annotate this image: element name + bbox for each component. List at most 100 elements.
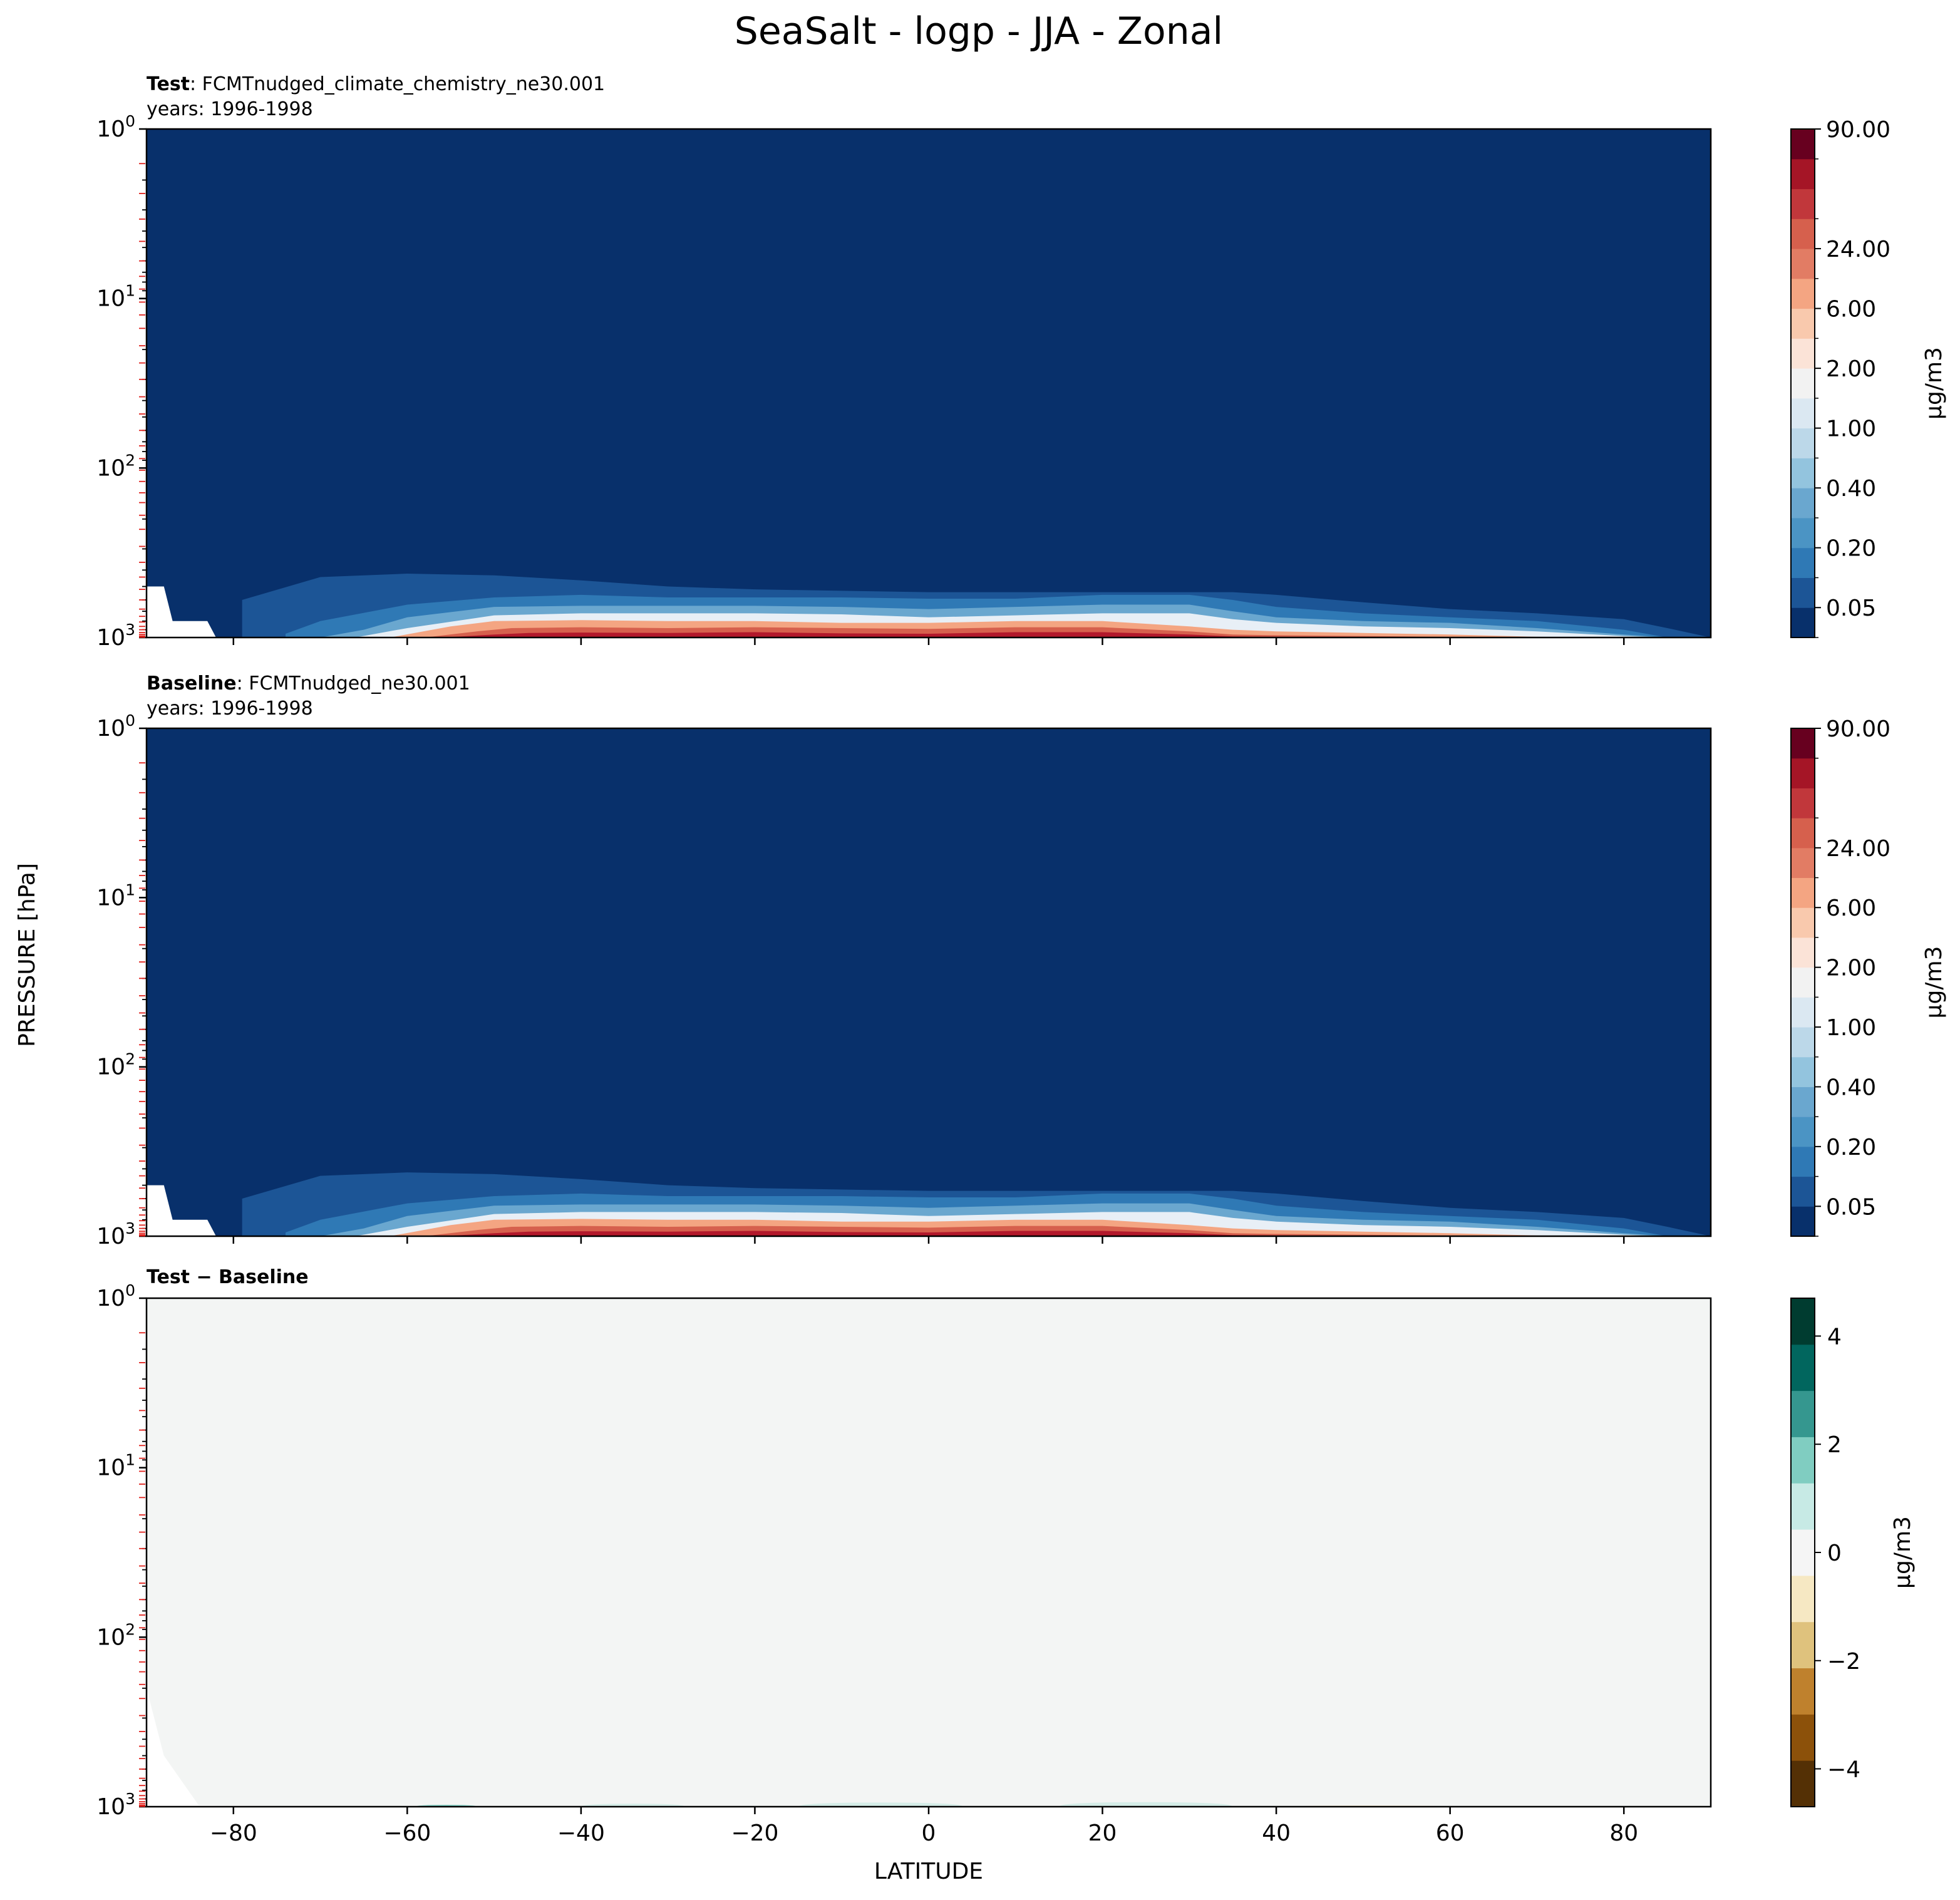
colorbar-segment [1791, 937, 1815, 968]
x-tick-label: 60 [1436, 1820, 1465, 1846]
y-tick-label: 103 [96, 621, 135, 651]
colorbar-tick-label: 0.05 [1826, 596, 1876, 621]
colorbar-segment [1791, 1146, 1815, 1177]
colorbar-segment [1791, 1390, 1815, 1437]
contour-level-7 [441, 1231, 1711, 1236]
colorbar-segment [1791, 1621, 1815, 1669]
y-tick-label: 100 [96, 1281, 135, 1311]
colorbar-segment [1791, 129, 1815, 160]
colorbar-segment [1791, 428, 1815, 458]
colorbar-tick-label: 90.00 [1826, 716, 1890, 742]
field-background-test [147, 129, 1711, 638]
x-tick-label: −60 [383, 1820, 431, 1846]
colorbar-segment [1791, 967, 1815, 998]
colorbar-frame [1790, 728, 1815, 1237]
colorbar-test: 0.05 0.20 0.40 1.00 2.00 6.00 24.00 90.00 μg/m3 [1790, 117, 1947, 638]
x-axis-label: LATITUDE [874, 1859, 983, 1884]
colorbar-frame [1790, 1298, 1815, 1807]
colorbar-segment [1791, 818, 1815, 849]
y-tick-label: 101 [96, 880, 135, 911]
y-tick-label: 102 [96, 1050, 135, 1080]
x-tick-label: −80 [210, 1820, 257, 1846]
colorbar-segment [1791, 997, 1815, 1028]
y-tick-label: 100 [96, 711, 135, 741]
colorbar-segment [1791, 1117, 1815, 1147]
colorbar-segment [1791, 1206, 1815, 1237]
colorbar-segment [1791, 308, 1815, 339]
panel-years-test: years: 1996-1998 [147, 98, 313, 120]
y-tick-label: 101 [96, 1451, 135, 1481]
colorbar-segment [1791, 1714, 1815, 1761]
contour-level-7 [441, 632, 1711, 638]
y-tick-label: 101 [96, 282, 135, 312]
colorbar-segment [1791, 398, 1815, 429]
colorbar-segment [1791, 758, 1815, 788]
colorbar-segment [1791, 1298, 1815, 1345]
colorbar-frame [1790, 128, 1815, 638]
difference-feature-3 [1059, 1802, 1233, 1807]
missing-data-region [147, 586, 217, 638]
panel-test: Test: FCMTnudged_climate_chemistry_ne30.… [96, 73, 1947, 651]
colorbar-label: μg/m3 [1921, 347, 1947, 420]
y-tick-label: 100 [96, 112, 135, 142]
x-tick-label: −20 [731, 1820, 778, 1846]
colorbar-segment [1791, 488, 1815, 519]
colorbar-segment [1791, 158, 1815, 190]
colorbar-segment [1791, 577, 1815, 608]
colorbar-label: μg/m3 [1921, 946, 1947, 1019]
y-axis-label: PRESSURE [hPa] [14, 863, 40, 1047]
x-tick-label: 20 [1088, 1820, 1117, 1846]
colorbar-segment [1791, 338, 1815, 369]
colorbar-tick-label: 6.00 [1826, 896, 1876, 921]
difference-feature-2 [798, 1802, 964, 1807]
colorbar-tick-label: 4 [1827, 1324, 1842, 1350]
colorbar-tick-label: −2 [1827, 1649, 1860, 1675]
figure-title: SeaSalt - logp - JJA - Zonal [735, 9, 1223, 53]
colorbar-segment [1791, 877, 1815, 908]
colorbar-segment [1791, 1575, 1815, 1623]
colorbar-segment [1791, 847, 1815, 879]
panels: Test: FCMTnudged_climate_chemistry_ne30.… [96, 73, 1947, 1846]
x-tick-label: 40 [1262, 1820, 1291, 1846]
colorbar-tick-label: 0.05 [1826, 1194, 1876, 1220]
field-background-baseline [147, 728, 1711, 1236]
colorbar-segment [1791, 188, 1815, 219]
y-tick-label: 103 [96, 1790, 135, 1820]
colorbar-tick-label: 24.00 [1826, 237, 1890, 262]
colorbar-tick-label: −4 [1827, 1757, 1860, 1783]
y-tick-label: 102 [96, 451, 135, 481]
x-tick-label: 80 [1609, 1820, 1638, 1846]
colorbar-segment [1791, 517, 1815, 549]
colorbar-segment [1791, 1668, 1815, 1715]
x-tick-label: 0 [922, 1820, 936, 1846]
colorbar-segment [1791, 249, 1815, 279]
panel-years-baseline: years: 1996-1998 [147, 698, 313, 720]
colorbar-segment [1791, 907, 1815, 938]
colorbar-tick-label: 0.40 [1826, 1075, 1876, 1100]
panel-label-test: Test: FCMTnudged_climate_chemistry_ne30.… [147, 73, 605, 95]
colorbar-tick-label: 2 [1827, 1432, 1842, 1458]
colorbar-segment [1791, 1483, 1815, 1530]
colorbar-segment [1791, 1027, 1815, 1058]
panel-label-difference: Test − Baseline [147, 1266, 309, 1288]
colorbar-segment [1791, 458, 1815, 488]
y-tick-label: 103 [96, 1219, 135, 1249]
colorbar-tick-label: 90.00 [1826, 117, 1890, 143]
colorbar-tick-label: 0 [1827, 1541, 1842, 1566]
panel-label-baseline: Baseline: FCMTnudged_ne30.001 [147, 673, 470, 694]
colorbar-segment [1791, 278, 1815, 309]
colorbar-segment [1791, 1529, 1815, 1576]
field-background-difference [147, 1298, 1711, 1807]
colorbar-tick-label: 1.00 [1826, 1015, 1876, 1041]
colorbar-segment [1791, 219, 1815, 249]
colorbar-tick-label: 2.00 [1826, 356, 1876, 382]
colorbar-tick-label: 0.20 [1826, 1135, 1876, 1160]
missing-data-region [147, 1185, 217, 1236]
colorbar-tick-label: 1.00 [1826, 416, 1876, 442]
colorbar-segment [1791, 1760, 1815, 1807]
colorbar-segment [1791, 1056, 1815, 1087]
colorbar-tick-label: 6.00 [1826, 297, 1876, 323]
missing-data-region [147, 1688, 408, 1807]
